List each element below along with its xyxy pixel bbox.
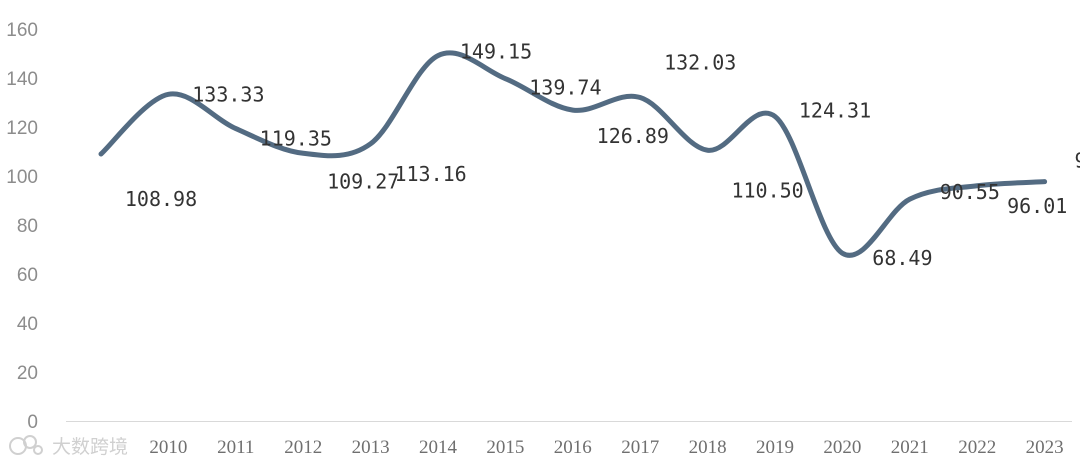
- x-tick-label: 2023: [1026, 437, 1064, 458]
- logo-icon: [9, 435, 43, 455]
- data-label: 113.16: [394, 162, 466, 186]
- data-label: 110.50: [731, 178, 803, 202]
- x-tick-label: 2012: [284, 437, 322, 458]
- y-tick-label: 80: [17, 216, 38, 237]
- data-label: 149.15: [460, 40, 532, 64]
- data-label: 108.98: [125, 187, 197, 211]
- data-label: 126.89: [597, 124, 669, 148]
- data-label: 90.55: [940, 180, 1000, 204]
- x-tick-label: 2019: [756, 437, 794, 458]
- x-tick-label: 2015: [486, 437, 524, 458]
- y-tick-label: 160: [6, 20, 38, 41]
- x-tick-label: 2021: [891, 437, 929, 458]
- y-tick-label: 40: [17, 314, 38, 335]
- y-tick-label: 140: [6, 69, 38, 90]
- x-tick-label: 2011: [217, 437, 254, 458]
- x-tick-label: 2018: [689, 437, 727, 458]
- y-tick-label: 0: [27, 412, 38, 433]
- data-label: 133.33: [192, 82, 264, 106]
- x-tick-label: 2017: [621, 437, 659, 458]
- series-line: [98, 50, 1048, 258]
- watermark-text: 大数跨境: [52, 436, 128, 458]
- y-tick-label: 60: [17, 265, 38, 286]
- x-tick-label: 2020: [823, 437, 861, 458]
- x-tick-label: 2014: [419, 437, 458, 458]
- data-label: 96.01: [1007, 194, 1067, 218]
- data-label: 97.68: [1074, 149, 1080, 173]
- y-tick-label: 20: [17, 363, 38, 384]
- y-tick-label: 100: [6, 167, 38, 188]
- data-label: 109.27: [327, 169, 399, 193]
- x-tick-label: 2022: [958, 437, 996, 458]
- data-label: 132.03: [664, 51, 736, 75]
- data-label: 139.74: [529, 76, 601, 100]
- x-axis: 2010 2011 2012 2013 2014 2015 2016 2017 2018 2019…: [149, 437, 1063, 458]
- data-label: 68.49: [872, 246, 932, 270]
- x-tick-label: 2010: [149, 437, 187, 458]
- y-axis: 0 20 40 60 80 100 120 140 160: [6, 20, 38, 433]
- x-tick-label: 2013: [352, 437, 390, 458]
- data-label: 124.31: [799, 98, 871, 122]
- watermark: 大数跨境: [9, 435, 128, 458]
- y-tick-label: 120: [6, 118, 38, 139]
- x-tick-label: 2016: [554, 437, 592, 458]
- data-label: 119.35: [260, 127, 332, 151]
